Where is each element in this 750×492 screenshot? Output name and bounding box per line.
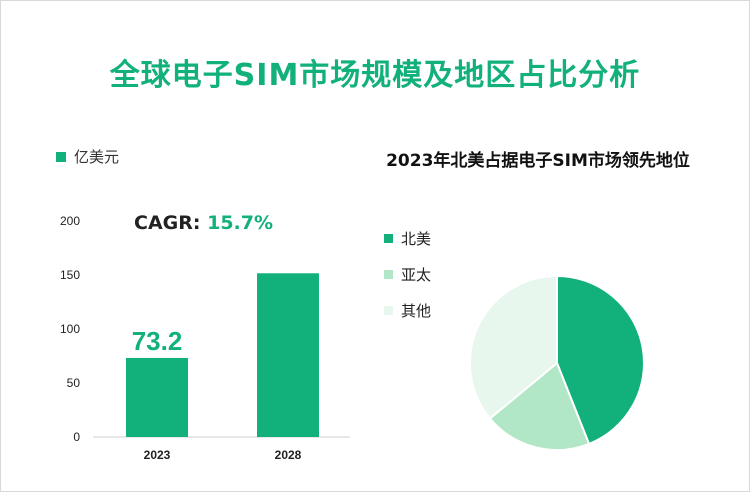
pie-legend: 北美 亚太 其他 <box>384 220 431 328</box>
x-tick-label: 2023 <box>144 448 171 462</box>
pie-legend-swatch <box>384 305 393 315</box>
pie-slice <box>469 274 558 420</box>
pie-slice <box>556 274 645 446</box>
x-tick-label: 2028 <box>275 448 302 462</box>
pie-legend-item: 亚太 <box>384 256 431 292</box>
pie-slice <box>488 361 591 451</box>
bar-legend: 亿美元 <box>56 146 119 167</box>
pie-legend-label: 其他 <box>401 301 432 320</box>
pie-legend-item: 北美 <box>384 220 431 256</box>
bar-legend-swatch <box>56 151 66 162</box>
bar <box>126 357 188 437</box>
pie-legend-label: 北美 <box>401 229 432 248</box>
cagr-annotation: CAGR: 15.7% <box>134 212 273 234</box>
y-tick-label: 0 <box>73 430 80 444</box>
bar-legend-label: 亿美元 <box>74 148 120 166</box>
y-tick-label: 200 <box>60 214 80 228</box>
bar-data-label: 73.2 <box>132 326 183 356</box>
pie-legend-label: 亚太 <box>401 265 432 284</box>
cagr-value: 15.7% <box>207 212 274 234</box>
pie-legend-swatch <box>384 269 393 279</box>
y-tick-label: 50 <box>67 376 81 390</box>
pie-title: 2023年北美占据电子SIM市场领先地位 <box>386 151 690 171</box>
pie-legend-swatch <box>384 233 393 243</box>
page-title: 全球电子SIM市场规模及地区占比分析 <box>109 58 641 93</box>
y-tick-label: 100 <box>60 322 80 336</box>
pie-legend-item: 其他 <box>384 292 431 328</box>
bar <box>257 273 319 437</box>
y-tick-label: 150 <box>60 268 80 282</box>
cagr-label: CAGR: <box>134 212 201 234</box>
